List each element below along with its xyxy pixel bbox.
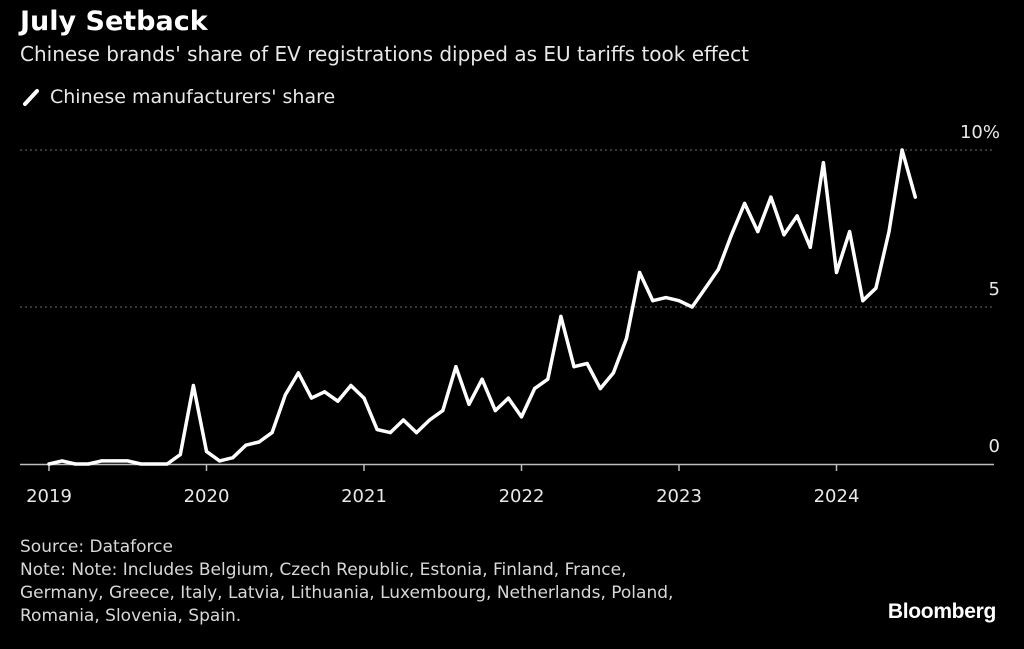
x-tick-label: 2021 — [341, 486, 387, 507]
data-point — [913, 195, 917, 199]
x-tick-label: 2022 — [499, 486, 545, 507]
data-point — [598, 387, 602, 391]
x-tick-label: 2019 — [26, 486, 72, 507]
data-point — [323, 390, 327, 394]
data-point — [204, 449, 209, 454]
data-point — [283, 393, 287, 397]
grid-layer: 0 5 10% — [20, 122, 1000, 457]
data-point — [743, 201, 747, 205]
data-point — [480, 377, 484, 381]
data-point — [874, 286, 878, 290]
y-tick-label: 0 — [989, 436, 1000, 457]
data-point — [887, 230, 891, 234]
data-point — [349, 383, 353, 388]
series-layer — [47, 148, 918, 466]
x-tick-label: 2023 — [656, 486, 702, 507]
data-point — [47, 462, 51, 466]
data-point — [414, 431, 419, 435]
data-point — [113, 459, 117, 463]
data-point — [231, 456, 235, 460]
data-point — [585, 361, 589, 366]
data-point — [428, 418, 432, 422]
data-point — [900, 148, 904, 152]
data-point — [624, 336, 629, 340]
data-point — [729, 233, 734, 237]
data-point — [664, 295, 668, 300]
data-point — [716, 267, 720, 271]
data-point — [296, 371, 300, 375]
note-line-2: Germany, Greece, Italy, Latvia, Lithuani… — [20, 583, 674, 603]
data-point — [60, 459, 64, 463]
data-point — [375, 427, 379, 432]
x-axis: 2019 2020 2021 2022 2023 2024 — [20, 463, 994, 507]
data-point — [690, 305, 694, 309]
bloomberg-logo: Bloomberg — [887, 600, 996, 623]
data-point — [506, 396, 510, 400]
data-point — [139, 462, 143, 466]
data-point — [533, 387, 537, 391]
data-point — [861, 299, 865, 303]
y-tick-label: 10% — [960, 122, 1000, 143]
data-point — [99, 459, 104, 463]
data-point — [178, 452, 182, 457]
data-point — [454, 365, 458, 369]
data-point — [73, 462, 77, 466]
data-point — [152, 462, 156, 466]
data-point — [309, 396, 314, 400]
data-point — [336, 399, 340, 403]
data-point — [244, 443, 248, 447]
data-point — [638, 270, 642, 275]
data-point — [126, 459, 130, 463]
data-point — [165, 462, 169, 466]
chart-subtitle: Chinese brands' share of EV registration… — [20, 42, 749, 66]
note-line-1: Note: Note: Includes Belgium, Czech Repu… — [20, 560, 627, 580]
data-point — [572, 365, 576, 369]
data-point — [756, 230, 760, 234]
legend-label: Chinese manufacturers' share — [50, 86, 336, 108]
legend: Chinese manufacturers' share — [22, 86, 335, 108]
y-tick-label: 5 — [989, 279, 1000, 300]
data-point — [834, 270, 839, 275]
data-point — [848, 230, 852, 234]
data-point — [703, 286, 707, 290]
data-point — [651, 299, 655, 303]
data-point — [493, 409, 497, 413]
data-point — [218, 459, 222, 463]
data-point — [441, 409, 445, 413]
data-point — [362, 396, 366, 400]
data-point — [677, 299, 681, 303]
data-point — [808, 245, 812, 249]
data-point — [795, 214, 799, 218]
data-point — [270, 431, 274, 435]
note-line-3: Romania, Slovenia, Spain. — [20, 606, 242, 626]
x-tick-label: 2020 — [184, 486, 230, 507]
x-tick-label: 2024 — [814, 486, 860, 507]
data-point — [467, 402, 471, 406]
data-point — [821, 160, 825, 165]
data-point — [559, 314, 563, 319]
data-point — [401, 418, 405, 422]
chart-title: July Setback — [20, 6, 208, 37]
data-point — [782, 233, 786, 237]
data-point — [546, 377, 550, 381]
line-chart: 0 5 10% 2019 2020 2021 2022 2023 2024 — [20, 122, 1000, 507]
data-point — [769, 195, 773, 199]
data-point — [611, 371, 615, 375]
source-text: Source: Dataforce — [20, 537, 173, 557]
data-point — [86, 462, 90, 466]
data-point — [388, 431, 392, 435]
data-point — [191, 383, 195, 388]
legend-line-icon — [23, 89, 39, 106]
data-point — [519, 415, 524, 419]
chart-footer: Source: Dataforce Note: Note: Includes B… — [20, 536, 673, 628]
data-point — [257, 440, 261, 444]
